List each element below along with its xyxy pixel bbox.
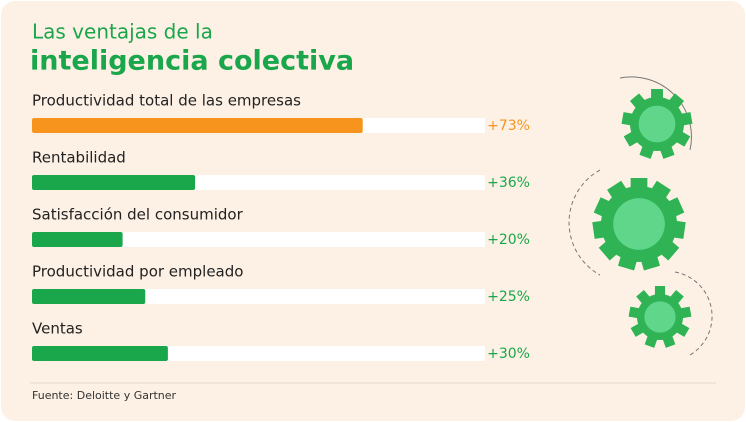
gear-tooth [607,180,629,202]
gear-tooth [649,180,671,202]
category-label: Productividad por empleado [32,263,243,281]
category-label: Ventas [32,320,83,338]
source: Fuente: Deloitte y Gartner [32,389,177,402]
gear-tooth [654,286,666,300]
value-label: +73% [487,118,530,134]
value-label: +25% [487,289,530,305]
bar [32,232,123,247]
gear-tooth [598,238,621,261]
decor-arc [568,169,601,276]
category-label: Satisfacción del consumidor [32,206,244,224]
gear-tooth [657,238,680,261]
gears [592,89,693,348]
bar [32,175,196,190]
gear-center [644,301,676,333]
decor-arc [674,271,713,356]
category-label: Productividad total de las empresas [32,92,301,110]
chart-subtitle: inteligencia colectiva [30,46,354,77]
value-label: +20% [487,232,530,248]
category-label: Rentabilidad [32,149,126,167]
gear-center [613,198,665,250]
gear-tooth [651,89,663,103]
gear-center [638,105,676,143]
value-label: +36% [487,175,530,191]
value-label: +30% [487,346,530,362]
chart-title: Las ventajas de la [32,20,213,44]
bar [32,118,363,133]
bar-track [32,232,485,247]
bar [32,289,146,304]
bar [32,346,168,361]
